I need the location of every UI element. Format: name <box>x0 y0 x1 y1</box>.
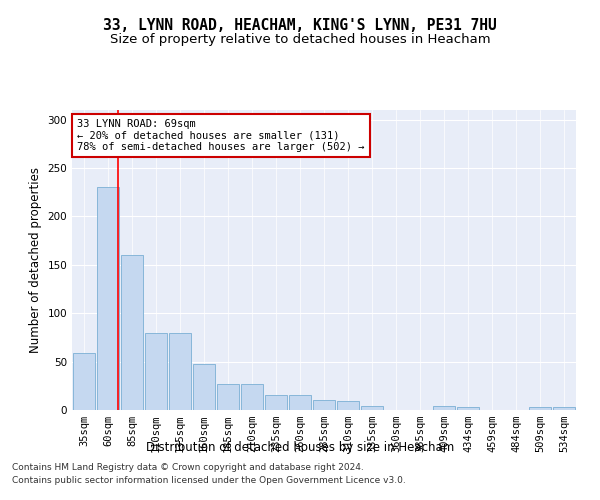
Bar <box>241 384 263 410</box>
Bar <box>217 384 239 410</box>
Bar <box>529 407 551 410</box>
Bar <box>361 406 383 410</box>
Bar <box>121 255 143 410</box>
Bar <box>337 402 359 410</box>
Bar <box>313 400 335 410</box>
Bar <box>553 407 575 410</box>
Bar <box>97 188 119 410</box>
Text: Contains HM Land Registry data © Crown copyright and database right 2024.: Contains HM Land Registry data © Crown c… <box>12 464 364 472</box>
Bar <box>457 407 479 410</box>
Bar <box>145 332 167 410</box>
Bar <box>73 353 95 410</box>
Bar <box>289 396 311 410</box>
Y-axis label: Number of detached properties: Number of detached properties <box>29 167 42 353</box>
Bar <box>193 364 215 410</box>
Text: 33, LYNN ROAD, HEACHAM, KING'S LYNN, PE31 7HU: 33, LYNN ROAD, HEACHAM, KING'S LYNN, PE3… <box>103 18 497 32</box>
Text: Distribution of detached houses by size in Heacham: Distribution of detached houses by size … <box>146 441 454 454</box>
Text: 33 LYNN ROAD: 69sqm
← 20% of detached houses are smaller (131)
78% of semi-detac: 33 LYNN ROAD: 69sqm ← 20% of detached ho… <box>77 119 365 152</box>
Text: Size of property relative to detached houses in Heacham: Size of property relative to detached ho… <box>110 32 490 46</box>
Text: Contains public sector information licensed under the Open Government Licence v3: Contains public sector information licen… <box>12 476 406 485</box>
Bar <box>433 406 455 410</box>
Bar <box>169 332 191 410</box>
Bar <box>265 394 287 410</box>
